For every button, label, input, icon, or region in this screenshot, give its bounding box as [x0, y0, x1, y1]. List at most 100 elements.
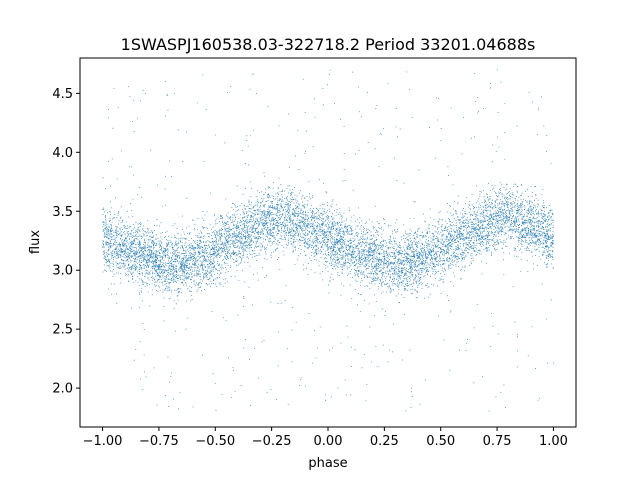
data-point — [498, 207, 500, 209]
data-point — [383, 218, 384, 220]
data-point — [518, 209, 520, 211]
data-point — [475, 232, 477, 234]
data-point — [192, 248, 194, 250]
data-point — [442, 263, 444, 265]
data-point — [446, 240, 447, 242]
data-point — [533, 218, 535, 219]
data-point — [128, 249, 130, 251]
data-point — [376, 270, 378, 271]
data-point — [524, 219, 526, 221]
data-point — [284, 207, 286, 208]
data-point — [379, 280, 381, 281]
data-point — [260, 249, 262, 251]
data-point — [245, 211, 247, 213]
data-point — [467, 248, 468, 249]
data-point — [379, 248, 381, 250]
data-point — [161, 256, 163, 258]
data-point — [228, 240, 230, 242]
data-point — [440, 252, 441, 254]
data-point — [509, 195, 511, 196]
data-point — [552, 214, 554, 215]
data-point — [329, 247, 331, 249]
data-point — [339, 248, 340, 250]
data-point — [501, 211, 502, 213]
data-point — [188, 258, 190, 260]
data-point — [107, 117, 109, 119]
data-point — [436, 251, 438, 252]
data-point — [454, 260, 456, 262]
data-point — [436, 231, 438, 233]
data-point — [197, 289, 199, 291]
data-point — [545, 264, 547, 266]
data-point — [394, 270, 396, 272]
data-point — [257, 236, 259, 238]
data-point — [503, 217, 505, 219]
data-point — [180, 247, 181, 249]
data-point — [400, 252, 402, 254]
data-point — [149, 250, 150, 252]
data-point — [541, 233, 543, 234]
data-point — [178, 247, 180, 248]
data-point — [341, 244, 343, 245]
data-point — [462, 222, 464, 224]
data-point — [406, 246, 408, 248]
data-point — [279, 191, 281, 193]
data-point — [418, 264, 420, 266]
data-point — [483, 189, 484, 191]
data-point — [532, 229, 534, 231]
data-point — [169, 289, 171, 291]
data-point — [337, 272, 339, 274]
data-point — [483, 202, 485, 203]
data-point — [287, 227, 289, 229]
data-point — [199, 243, 200, 244]
data-point — [516, 221, 518, 223]
data-point — [519, 207, 521, 209]
data-point — [297, 227, 299, 229]
data-point — [249, 241, 251, 243]
data-point — [173, 266, 175, 268]
data-point — [243, 231, 244, 233]
data-point — [498, 146, 500, 148]
data-point — [269, 214, 271, 216]
data-point — [305, 246, 306, 248]
data-point — [540, 234, 542, 236]
data-point — [531, 201, 533, 203]
data-point — [331, 247, 333, 249]
data-point — [251, 239, 253, 241]
data-point — [144, 247, 146, 249]
data-point — [222, 285, 224, 287]
data-point — [344, 241, 346, 243]
data-point — [386, 276, 388, 278]
data-point — [288, 185, 290, 187]
data-point — [482, 243, 484, 245]
data-point — [124, 227, 125, 229]
data-point — [349, 251, 351, 253]
data-point — [189, 264, 191, 266]
data-point — [345, 227, 347, 229]
data-point — [486, 247, 488, 249]
data-point — [368, 267, 370, 269]
data-point — [218, 274, 220, 276]
data-point — [150, 262, 152, 263]
data-point — [243, 243, 245, 244]
data-point — [249, 235, 251, 237]
data-point — [536, 242, 537, 244]
data-point — [337, 263, 339, 265]
data-point — [535, 198, 537, 200]
data-point — [275, 231, 277, 233]
data-point — [467, 233, 468, 235]
data-point — [328, 220, 329, 222]
data-point — [415, 297, 417, 298]
data-point — [196, 244, 198, 246]
data-point — [247, 262, 249, 263]
data-point — [473, 245, 475, 247]
data-point — [190, 272, 192, 273]
data-point — [459, 227, 460, 229]
data-point — [332, 238, 333, 240]
data-point — [243, 347, 245, 349]
data-point — [399, 263, 401, 265]
data-point — [391, 252, 393, 253]
data-point — [329, 248, 331, 250]
data-point — [336, 235, 338, 237]
data-point — [149, 305, 151, 307]
